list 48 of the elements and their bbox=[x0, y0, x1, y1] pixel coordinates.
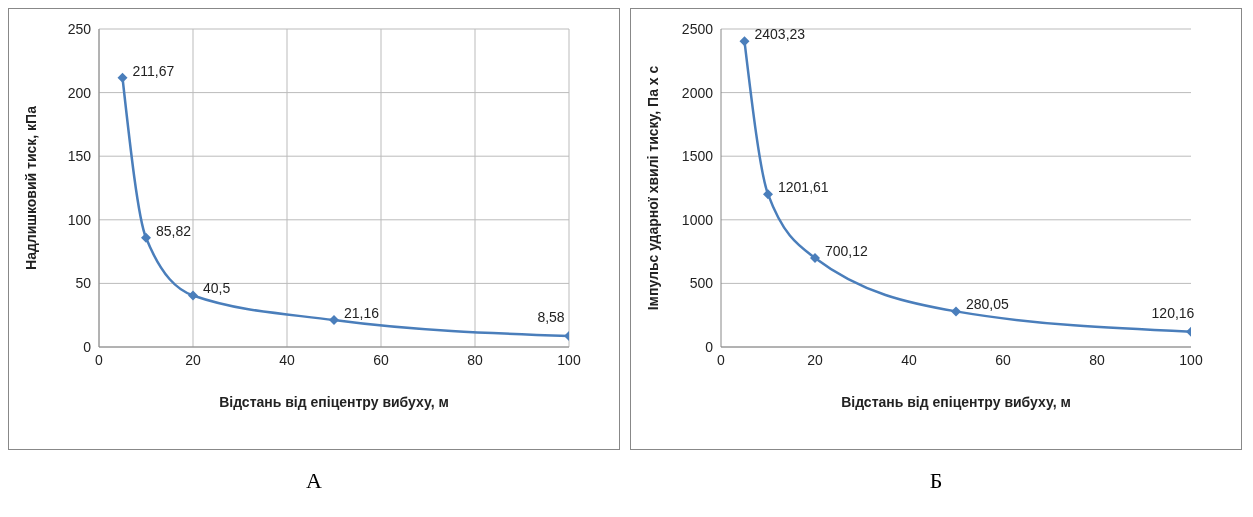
x-tick-label: 20 bbox=[185, 351, 201, 368]
x-tick-label: 40 bbox=[279, 351, 295, 368]
point bbox=[810, 252, 820, 263]
y-tick-label: 50 bbox=[75, 275, 92, 292]
data-label: 1201,61 bbox=[778, 179, 829, 196]
data-label: 211,67 bbox=[132, 62, 175, 79]
x-axis-title: Відстань від епіцентру вибуху, м bbox=[219, 394, 449, 410]
point bbox=[763, 189, 773, 200]
text: Б bbox=[928, 468, 944, 494]
x-tick-label: 80 bbox=[467, 351, 483, 368]
y-tick-label: 100 bbox=[67, 211, 92, 228]
x-tick-label: 60 bbox=[995, 351, 1011, 368]
point bbox=[188, 290, 198, 301]
data-label: 8,58 bbox=[537, 309, 565, 326]
point bbox=[141, 232, 151, 243]
data-label: 280,05 bbox=[966, 296, 1010, 313]
point bbox=[739, 36, 750, 47]
y-tick-label: 1000 bbox=[681, 211, 714, 228]
y-tick-label: 150 bbox=[67, 148, 92, 165]
y-axis-title: Надлишковий тиск, кПа bbox=[22, 105, 39, 270]
x-tick-label: 20 bbox=[807, 351, 823, 368]
data-label: 85,82 bbox=[156, 222, 192, 239]
text: А bbox=[305, 468, 323, 494]
data-label: 40,5 bbox=[203, 280, 231, 297]
y-tick-label: 250 bbox=[67, 20, 92, 37]
y-tick-label: 0 bbox=[705, 338, 714, 355]
x-tick-label: 100 bbox=[1179, 351, 1203, 368]
x-tick-label: 40 bbox=[901, 351, 917, 368]
data-label: 2403,23 bbox=[754, 26, 806, 43]
y-tick-label: 0 bbox=[83, 338, 92, 355]
point bbox=[117, 72, 128, 83]
y-tick-label: 2000 bbox=[681, 84, 714, 101]
data-label: 700,12 bbox=[825, 242, 869, 259]
x-tick-label: 0 bbox=[717, 351, 726, 368]
point bbox=[329, 315, 339, 326]
y-tick-label: 1500 bbox=[681, 148, 714, 165]
y-tick-label: 200 bbox=[67, 84, 92, 101]
data-label: 21,16 bbox=[344, 305, 380, 322]
x-axis-title: Відстань від епіцентру вибуху, м bbox=[841, 394, 1071, 410]
x-tick-label: 100 bbox=[557, 351, 581, 368]
data-label: 120,16 bbox=[1151, 304, 1195, 321]
x-tick-label: 0 bbox=[95, 351, 104, 368]
point bbox=[951, 306, 961, 317]
x-tick-label: 80 bbox=[1089, 351, 1105, 368]
y-tick-label: 2500 bbox=[681, 20, 714, 37]
y-tick-label: 500 bbox=[689, 275, 714, 292]
x-tick-label: 60 bbox=[373, 351, 389, 368]
y-axis-title: Імпульс ударної хвилі тиску, Па х с bbox=[644, 65, 661, 311]
